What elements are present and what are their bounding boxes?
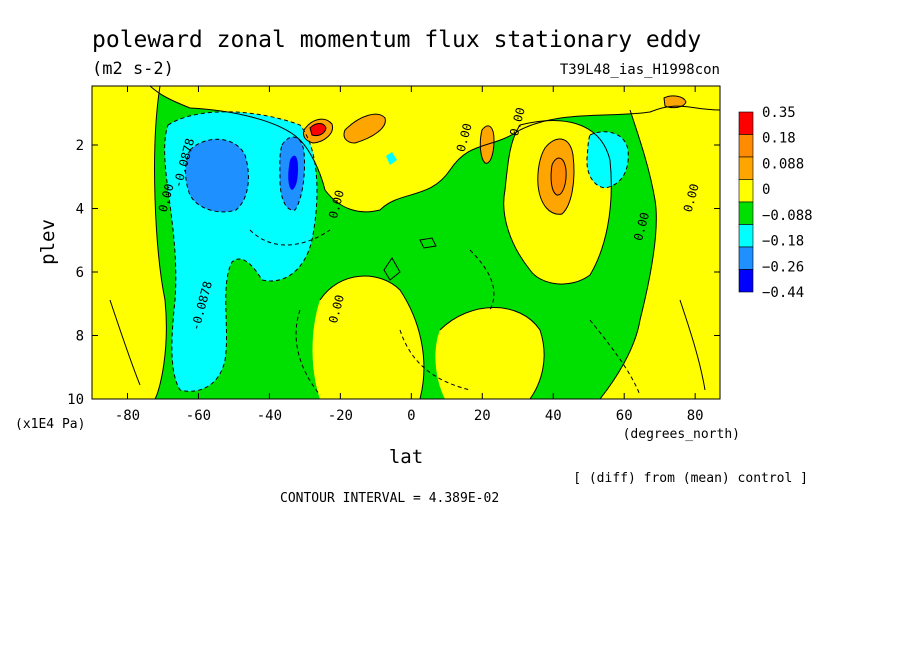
negative-cell-north xyxy=(586,131,629,188)
plot-frame xyxy=(91,85,721,400)
y-tick-label: 10 xyxy=(67,392,84,408)
x-axis-title: lat xyxy=(389,446,423,468)
x-tick-label: 80 xyxy=(687,408,704,424)
chart-title: poleward zonal momentum flux stationary … xyxy=(92,27,701,53)
y-tick-label: 2 xyxy=(76,138,84,154)
contour-lines-dashed xyxy=(164,111,641,396)
legend-label: −0.26 xyxy=(762,259,804,275)
x-tick-label: -60 xyxy=(186,408,211,424)
legend-label: 0.088 xyxy=(762,156,804,172)
x-tick-label: -20 xyxy=(328,408,353,424)
x-tick-label: 40 xyxy=(545,408,562,424)
y-tick-label: 4 xyxy=(76,202,84,218)
x-units-label: (degrees_north) xyxy=(623,427,740,442)
positive-band-north xyxy=(600,86,720,399)
legend-swatch xyxy=(738,134,754,158)
x-tick-label: 60 xyxy=(616,408,633,424)
positive-band-central-north xyxy=(435,307,545,399)
positive-core-north-inner xyxy=(551,158,567,196)
y-units-label: (x1E4 Pa) xyxy=(15,417,85,432)
legend-label: 0 xyxy=(762,182,770,198)
legend-swatch xyxy=(738,224,754,248)
y-axis: 2 4 6 8 10 xyxy=(67,138,720,408)
y-axis-title: plev xyxy=(37,219,59,265)
legend-label: 0.18 xyxy=(762,131,796,147)
positive-band-upper xyxy=(150,86,720,212)
y-tick-label: 6 xyxy=(76,265,84,281)
x-tick-label: 0 xyxy=(407,408,415,424)
experiment-label: T39L48_ias_H1998con xyxy=(560,62,720,78)
positive-cell-polar xyxy=(664,95,686,108)
legend-label: −0.44 xyxy=(762,285,804,301)
positive-peak xyxy=(310,123,326,136)
legend-swatch xyxy=(738,111,754,135)
legend-swatch xyxy=(738,269,754,293)
contour-lines-solid xyxy=(92,86,720,399)
x-tick-label: 20 xyxy=(474,408,491,424)
negative-peak-south-mid xyxy=(288,155,298,190)
color-legend: 0.35 0.18 0.088 0 −0.088 −0.18 −0.26 −0.44 xyxy=(738,105,813,301)
contour-interval: CONTOUR INTERVAL = 4.389E-02 xyxy=(280,491,499,506)
legend-label: −0.18 xyxy=(762,234,804,250)
y-tick-label: 8 xyxy=(76,329,84,345)
legend-swatch xyxy=(738,156,754,180)
legend-swatch xyxy=(738,179,754,203)
x-tick-label: -40 xyxy=(257,408,282,424)
x-axis: -80 -60 -40 -20 0 20 40 60 80 xyxy=(115,86,704,424)
positive-band-central-south xyxy=(312,276,424,399)
legend-label: −0.088 xyxy=(762,208,813,224)
x-tick-label: -80 xyxy=(115,408,140,424)
negative-core-south xyxy=(185,139,249,212)
legend-swatch xyxy=(738,201,754,225)
legend-label: 0.35 xyxy=(762,105,796,121)
legend-swatch xyxy=(738,246,754,270)
negative-cell-small xyxy=(386,152,397,165)
chart-units: (m2 s-2) xyxy=(92,59,174,79)
positive-cell-upper xyxy=(344,114,386,143)
positive-band-south xyxy=(92,86,167,399)
diff-annotation: [ (diff) from (mean) control ] xyxy=(573,471,808,486)
